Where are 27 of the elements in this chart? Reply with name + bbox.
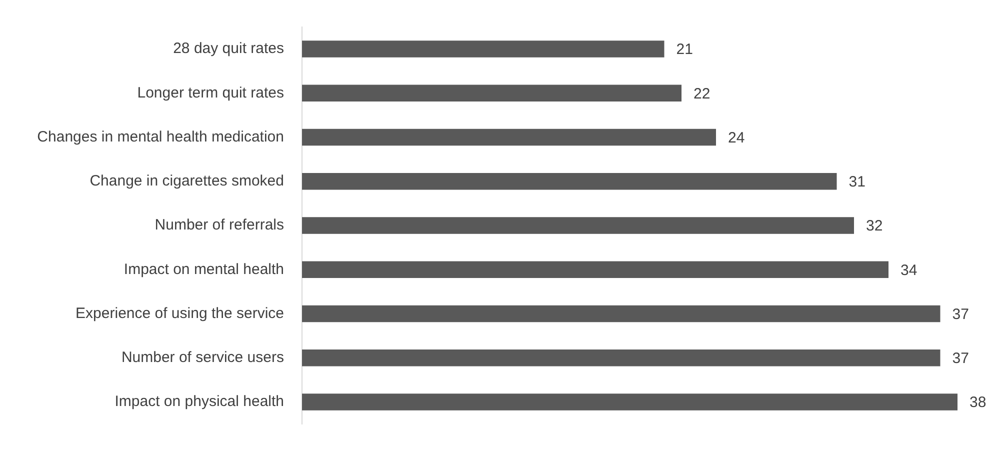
y-tick-label: Experience of using the service bbox=[76, 304, 284, 322]
data-label: 34 bbox=[900, 262, 918, 279]
y-tick-label: Impact on mental health bbox=[124, 260, 284, 278]
bar bbox=[302, 173, 837, 190]
bar bbox=[302, 84, 682, 102]
data-label: 38 bbox=[970, 394, 986, 412]
data-label: 21 bbox=[676, 41, 693, 58]
bar bbox=[302, 305, 940, 322]
y-tick-label: Change in cigarettes smoked bbox=[90, 172, 284, 190]
data-label: 32 bbox=[866, 218, 883, 235]
data-label: 37 bbox=[952, 306, 969, 323]
bar bbox=[302, 128, 716, 146]
bar bbox=[302, 349, 940, 366]
bar bbox=[302, 217, 854, 234]
data-label: 31 bbox=[848, 174, 866, 191]
y-tick-label: Impact on physical health bbox=[114, 393, 284, 410]
y-tick-label: Longer term quit rates bbox=[137, 84, 284, 102]
data-label: 22 bbox=[694, 85, 710, 102]
y-tick-label: Changes in mental health medication bbox=[37, 128, 284, 146]
y-tick-label: Number of referrals bbox=[154, 216, 284, 234]
bar bbox=[302, 40, 664, 58]
data-label: 24 bbox=[728, 129, 745, 146]
y-tick-label: Number of service users bbox=[121, 348, 284, 366]
data-label: 37 bbox=[952, 350, 969, 367]
bar bbox=[302, 261, 888, 278]
bar bbox=[302, 394, 958, 410]
y-tick-label: 28 day quit rates bbox=[173, 40, 284, 58]
